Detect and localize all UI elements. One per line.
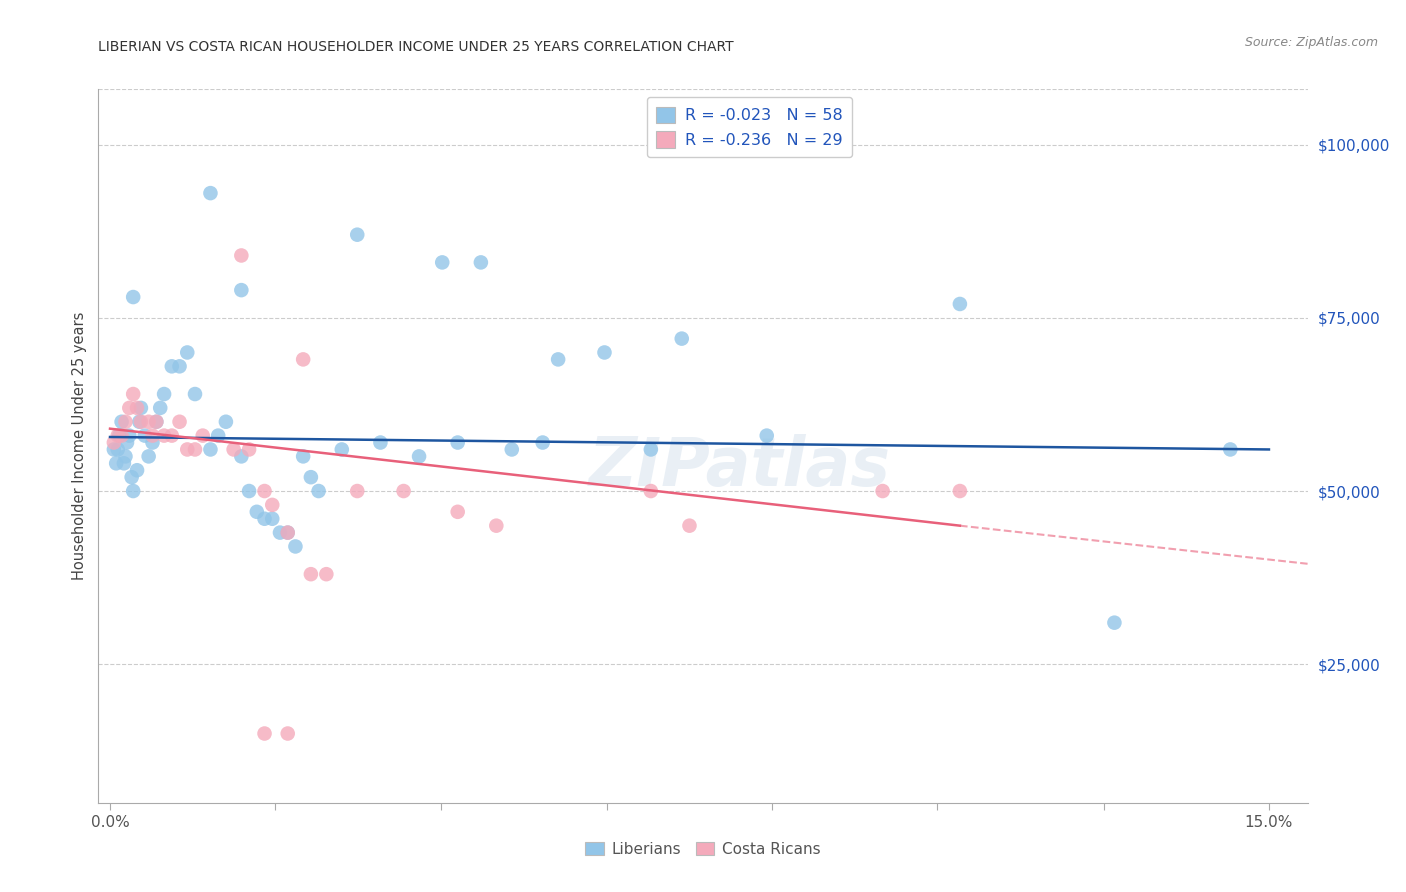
Point [138, 450, 160, 464]
Point [678, 518, 700, 533]
Point [145, 415, 167, 429]
Point [262, 498, 284, 512]
Point [277, 726, 299, 740]
Point [200, 442, 222, 457]
Point [110, 428, 132, 442]
Point [145, 415, 167, 429]
Point [115, 435, 138, 450]
Point [299, 567, 322, 582]
Point [470, 255, 492, 269]
Point [129, 401, 152, 415]
Point [593, 345, 616, 359]
Point [114, 415, 136, 429]
Point [222, 442, 245, 457]
Point [292, 352, 315, 367]
Point [231, 248, 253, 262]
Point [184, 387, 207, 401]
Point [112, 456, 135, 470]
Point [949, 297, 972, 311]
Point [176, 442, 198, 457]
Point [447, 505, 470, 519]
Point [122, 290, 145, 304]
Point [122, 483, 145, 498]
Point [315, 567, 337, 582]
Point [370, 435, 392, 450]
Point [238, 483, 260, 498]
Point [160, 428, 183, 442]
Point [118, 401, 141, 415]
Point [125, 463, 148, 477]
Point [129, 415, 152, 429]
Point [207, 428, 229, 442]
Point [392, 483, 415, 498]
Point [160, 359, 183, 374]
Point [108, 428, 131, 442]
Point [640, 442, 662, 457]
Point [501, 442, 523, 457]
Point [755, 428, 778, 442]
Point [277, 525, 299, 540]
Point [107, 442, 129, 457]
Point [1219, 442, 1241, 457]
Point [284, 540, 307, 554]
Y-axis label: Householder Income Under 25 years: Householder Income Under 25 years [72, 312, 87, 580]
Point [485, 518, 508, 533]
Point [153, 387, 176, 401]
Point [432, 255, 454, 269]
Point [238, 442, 260, 457]
Legend: Liberians, Costa Ricans: Liberians, Costa Ricans [579, 836, 827, 863]
Point [872, 483, 894, 498]
Point [346, 227, 368, 242]
Point [103, 442, 125, 457]
Point [246, 505, 269, 519]
Point [215, 415, 238, 429]
Point [107, 428, 129, 442]
Point [169, 415, 191, 429]
Point [277, 525, 299, 540]
Point [299, 470, 322, 484]
Point [547, 352, 569, 367]
Point [122, 387, 145, 401]
Point [200, 186, 222, 201]
Point [231, 450, 253, 464]
Point [153, 428, 176, 442]
Point [231, 283, 253, 297]
Point [176, 345, 198, 359]
Point [308, 483, 330, 498]
Text: LIBERIAN VS COSTA RICAN HOUSEHOLDER INCOME UNDER 25 YEARS CORRELATION CHART: LIBERIAN VS COSTA RICAN HOUSEHOLDER INCO… [98, 40, 734, 54]
Point [408, 450, 430, 464]
Point [640, 483, 662, 498]
Text: ZIPatlas: ZIPatlas [588, 434, 890, 500]
Point [253, 483, 276, 498]
Point [110, 415, 132, 429]
Point [184, 442, 207, 457]
Point [128, 415, 150, 429]
Point [447, 435, 470, 450]
Point [949, 483, 972, 498]
Point [262, 512, 284, 526]
Point [292, 450, 315, 464]
Point [346, 483, 368, 498]
Point [253, 726, 276, 740]
Point [149, 401, 172, 415]
Point [118, 428, 141, 442]
Point [253, 512, 276, 526]
Point [671, 332, 693, 346]
Point [141, 435, 163, 450]
Point [134, 428, 156, 442]
Point [138, 415, 160, 429]
Point [1104, 615, 1126, 630]
Point [531, 435, 554, 450]
Point [141, 428, 163, 442]
Point [125, 401, 148, 415]
Point [191, 428, 214, 442]
Point [269, 525, 291, 540]
Point [169, 359, 191, 374]
Point [121, 470, 143, 484]
Point [103, 435, 125, 450]
Point [330, 442, 353, 457]
Point [114, 450, 136, 464]
Point [105, 456, 128, 470]
Text: Source: ZipAtlas.com: Source: ZipAtlas.com [1244, 36, 1378, 49]
